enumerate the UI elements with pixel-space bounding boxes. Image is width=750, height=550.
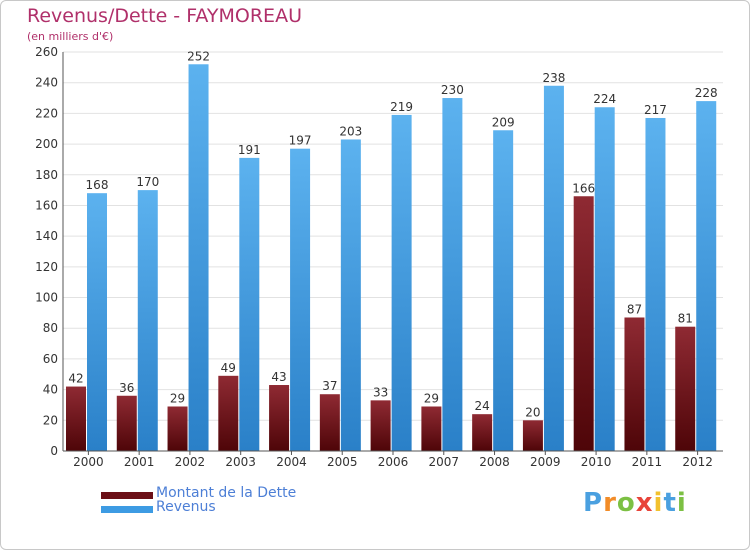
data-label-revenus-2002: 252 (187, 49, 210, 63)
logo-letter: i (676, 488, 687, 518)
bar-revenus-2008 (493, 130, 514, 451)
y-tick-label: 40 (43, 383, 58, 397)
legend-swatch-dette (101, 492, 153, 499)
bar-revenus-2012 (696, 101, 717, 451)
y-tick-label: 180 (35, 168, 58, 182)
logo-letter: r (603, 488, 617, 518)
x-tick-label: 2009 (530, 455, 561, 469)
bar-revenus-2004 (290, 148, 311, 451)
y-tick-label: 20 (43, 413, 58, 427)
data-label-dette-2008: 24 (475, 399, 490, 413)
bar-dette-2009 (522, 420, 543, 451)
data-label-dette-2000: 42 (68, 372, 83, 386)
legend-label-dette: Montant de la Dette (156, 485, 297, 501)
bar-revenus-2005 (340, 139, 361, 451)
bar-revenus-2009 (543, 85, 564, 451)
x-tick-label: 2007 (428, 455, 459, 469)
data-label-dette-2005: 37 (322, 379, 337, 393)
bar-dette-2001 (116, 395, 137, 451)
bar-revenus-2010 (594, 107, 615, 451)
x-tick-label: 2012 (682, 455, 713, 469)
data-label-revenus-2008: 209 (492, 115, 515, 129)
y-tick-label: 0 (50, 444, 58, 458)
data-label-revenus-2012: 228 (695, 86, 718, 100)
value-labels: 42 168 36 170 29 252 49 191 43 197 37 203 33 219 29 230… (68, 49, 717, 419)
y-tick-label: 260 (35, 45, 58, 59)
logo-letter: o (616, 488, 636, 518)
bar-dette-2007 (421, 406, 442, 451)
y-tick-label: 60 (43, 352, 58, 366)
data-label-dette-2001: 36 (119, 381, 134, 395)
bar-dette-2004 (269, 385, 290, 451)
x-tick-label: 2005 (327, 455, 358, 469)
x-tick-label: 2000 (73, 455, 104, 469)
bar-dette-2006 (370, 400, 391, 451)
data-label-revenus-2005: 203 (339, 124, 362, 138)
data-label-dette-2004: 43 (271, 370, 286, 384)
data-label-dette-2011: 87 (627, 302, 642, 316)
x-tick-label: 2008 (479, 455, 510, 469)
legend-label-revenus: Revenus (156, 499, 216, 515)
proxiti-logo: Proxiti (583, 488, 687, 518)
data-label-revenus-2010: 224 (593, 92, 616, 106)
x-tick-label: 2011 (632, 455, 663, 469)
y-tick-label: 100 (35, 291, 58, 305)
x-tick-label: 2010 (581, 455, 612, 469)
logo-letter: x (635, 488, 654, 518)
logo-letter: i (653, 488, 664, 518)
data-label-revenus-2003: 191 (238, 143, 261, 157)
bar-dette-2008 (472, 414, 493, 451)
bar-dette-2003 (218, 375, 239, 451)
axes: 0204060801001201401601802002202402602000… (35, 45, 723, 469)
bar-dette-2002 (167, 406, 188, 451)
bar-dette-2010 (573, 196, 594, 451)
y-tick-label: 220 (35, 106, 58, 120)
data-label-dette-2003: 49 (221, 361, 236, 375)
data-label-revenus-2011: 217 (644, 103, 667, 117)
data-label-revenus-2006: 219 (390, 100, 413, 114)
y-tick-label: 200 (35, 137, 58, 151)
y-tick-label: 80 (43, 321, 58, 335)
bars (66, 64, 717, 452)
bar-revenus-2006 (391, 114, 412, 452)
data-label-revenus-2004: 197 (289, 134, 312, 148)
data-label-dette-2006: 33 (373, 385, 388, 399)
bar-revenus-2011 (645, 117, 666, 451)
data-label-revenus-2007: 230 (441, 83, 464, 97)
data-label-dette-2010: 166 (572, 181, 595, 195)
legend-swatch-revenus (101, 506, 153, 513)
y-tick-label: 140 (35, 229, 58, 243)
chart-subtitle: (en milliers d'€) (27, 30, 114, 43)
bar-dette-2005 (319, 394, 340, 451)
bar-dette-2000 (66, 386, 86, 451)
x-tick-label: 2006 (378, 455, 409, 469)
x-tick-label: 2004 (276, 455, 307, 469)
bar-dette-2012 (675, 326, 696, 451)
bar-revenus-2002 (188, 64, 209, 452)
data-label-dette-2009: 20 (525, 405, 540, 419)
x-tick-label: 2003 (225, 455, 256, 469)
bar-revenus-2003 (239, 157, 260, 451)
bar-revenus-2000 (87, 193, 107, 451)
y-tick-label: 160 (35, 198, 58, 212)
data-label-dette-2012: 81 (678, 312, 693, 326)
x-tick-label: 2002 (175, 455, 206, 469)
data-label-revenus-2001: 170 (136, 175, 159, 189)
logo-letter: t (663, 488, 677, 518)
y-tick-label: 240 (35, 76, 58, 90)
data-label-revenus-2009: 238 (542, 71, 565, 85)
bar-dette-2011 (624, 317, 645, 451)
bar-revenus-2001 (137, 190, 158, 451)
x-tick-label: 2001 (124, 455, 155, 469)
data-label-dette-2002: 29 (170, 391, 185, 405)
chart-title: Revenus/Dette - FAYMOREAU (27, 5, 302, 27)
y-tick-label: 120 (35, 260, 58, 274)
bar-revenus-2007 (442, 98, 463, 452)
data-label-dette-2007: 29 (424, 391, 439, 405)
logo-letter: P (583, 488, 604, 518)
data-label-revenus-2000: 168 (86, 178, 109, 192)
